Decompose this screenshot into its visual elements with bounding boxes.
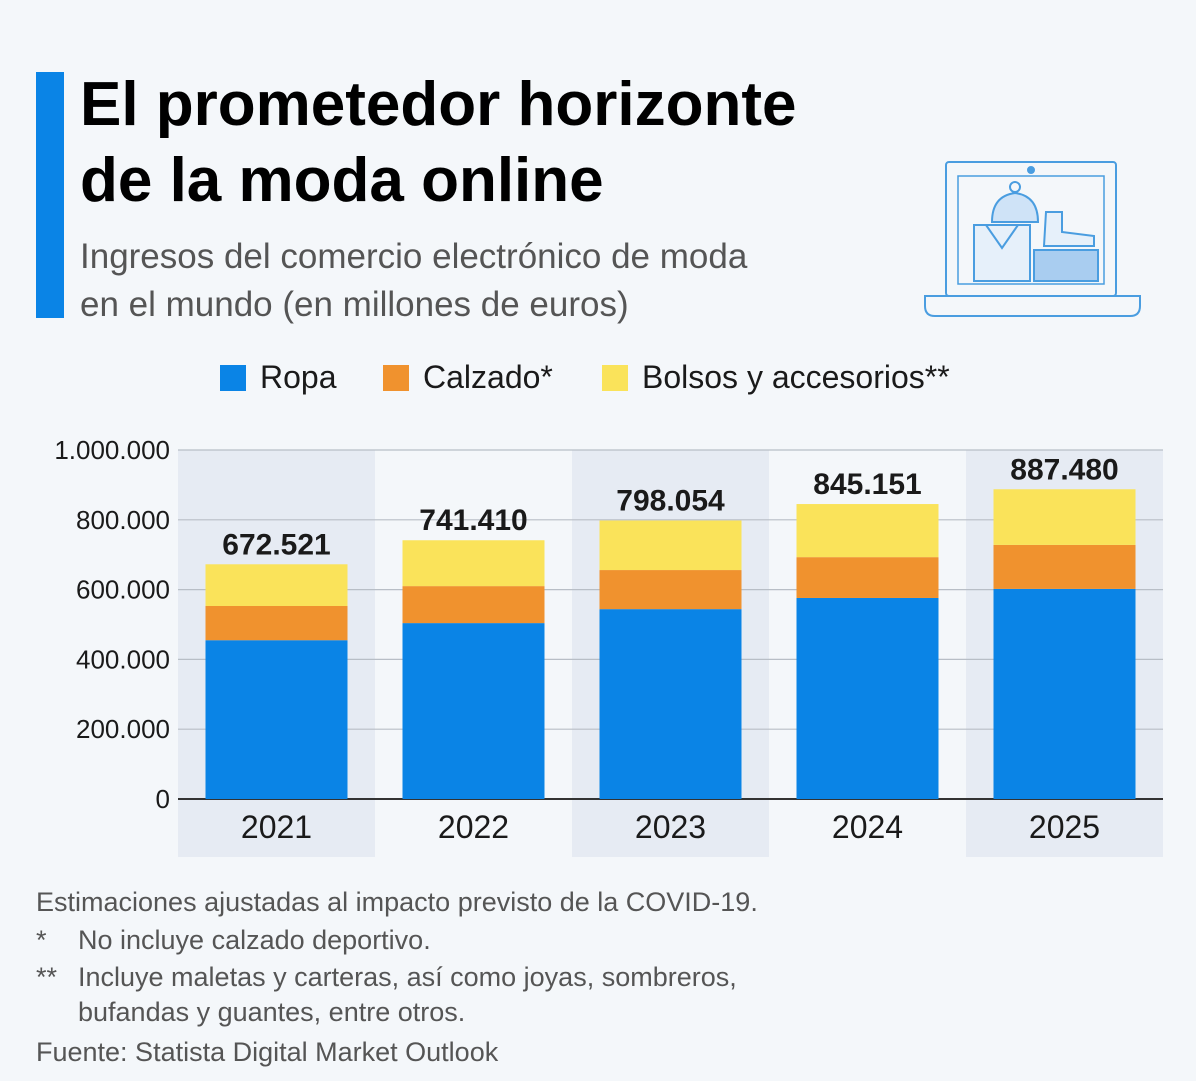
bar-segment: [205, 606, 348, 641]
y-tick-label: 200.000: [76, 714, 170, 744]
note: Estimaciones ajustadas al impacto previs…: [36, 887, 758, 917]
x-tick-label: 2022: [438, 809, 509, 845]
footnote-marker: **: [36, 962, 58, 992]
footnote: No incluye calzado deportivo.: [78, 925, 431, 955]
legend-label: Ropa: [260, 359, 337, 395]
chart-subtitle: Ingresos del comercio electrónico de mod…: [80, 237, 748, 276]
chart-title: El prometedor horizonte: [80, 70, 796, 139]
chart-subtitle: en el mundo (en millones de euros): [80, 285, 629, 324]
footnote-marker: *: [36, 925, 47, 955]
bar-segment: [796, 557, 939, 598]
legend-swatch: [383, 365, 409, 391]
legend-label: Calzado*: [423, 359, 553, 395]
bar-segment: [993, 544, 1136, 589]
legend-label: Bolsos y accesorios**: [642, 359, 950, 395]
bar-segment: [796, 597, 939, 799]
total-label: 672.521: [222, 528, 330, 561]
bar-segment: [402, 586, 545, 624]
bar-segment: [205, 564, 348, 607]
x-tick-label: 2024: [832, 809, 903, 845]
x-tick-label: 2021: [241, 809, 312, 845]
bar-segment: [796, 504, 939, 558]
y-tick-label: 400.000: [76, 644, 170, 674]
total-label: 798.054: [616, 484, 725, 517]
x-tick-label: 2025: [1029, 809, 1100, 845]
footnote: Incluye maletas y carteras, así como joy…: [78, 962, 737, 992]
total-label: 887.480: [1010, 453, 1118, 486]
bar-segment: [402, 623, 545, 799]
x-tick-label: 2023: [635, 809, 706, 845]
bar-segment: [599, 609, 742, 799]
bar-segment: [205, 640, 348, 799]
legend-swatch: [220, 365, 246, 391]
bar-segment: [599, 520, 742, 571]
y-tick-label: 1.000.000: [54, 435, 170, 465]
total-label: 845.151: [813, 468, 921, 501]
bar-segment: [993, 489, 1136, 545]
bar-segment: [993, 588, 1136, 799]
y-tick-label: 800.000: [76, 505, 170, 535]
footnote: bufandas y guantes, entre otros.: [78, 997, 465, 1027]
chart-title: de la moda online: [80, 146, 604, 215]
source: Fuente: Statista Digital Market Outlook: [36, 1037, 499, 1067]
y-tick-label: 0: [156, 784, 170, 814]
legend-swatch: [602, 365, 628, 391]
laptop-icon: [924, 161, 1141, 317]
accent-bar: [36, 72, 64, 318]
total-label: 741.410: [419, 504, 527, 537]
bar-segment: [402, 540, 545, 587]
bar-segment: [599, 570, 742, 610]
y-tick-label: 600.000: [76, 575, 170, 605]
